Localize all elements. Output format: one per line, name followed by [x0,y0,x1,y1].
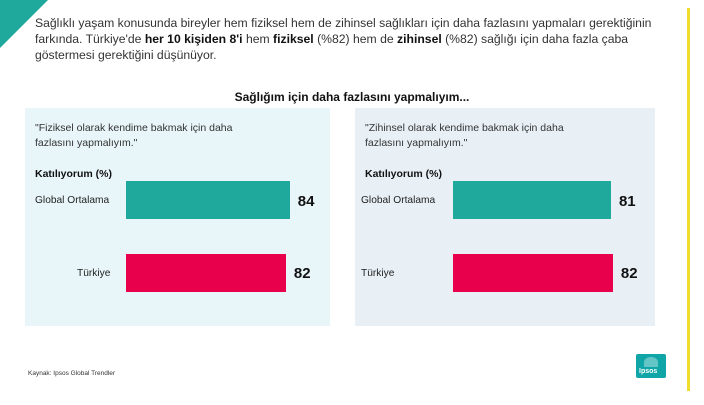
intro-text-4: (%82) sağlığı için daha fazla çaba göste… [35,32,629,62]
category-label-turkey: Türkiye [77,268,111,279]
panel-question: "Fiziksel olarak kendime bakmak için dah… [35,122,233,149]
panel-question: "Zihinsel olarak kendime bakmak için dah… [365,122,564,149]
category-label-global: Global Ortalama [35,195,110,206]
intro-text-1: Sağlıklı yaşam konusunda bireyler hem fi… [35,16,652,46]
panel-axis-label: Katılıyorum (%) [35,168,113,180]
value-label-global: 84 [297,193,315,210]
source-note: Kaynak: Ipsos Global Trendler [28,370,116,377]
ipsos-logo: Ipsos [636,354,666,378]
intro-bold-1: her 10 kişiden 8'i [144,32,243,46]
value-label-turkey: 82 [620,265,638,282]
value-label-turkey: 82 [293,265,311,282]
right-accent-bar [687,8,690,391]
intro-paragraph: Sağlıklı yaşam konusunda bireyler hem fi… [35,15,675,63]
bar-turkey [126,254,286,292]
intro-text-2: hem [242,32,274,46]
physical-panel: "Fiziksel olarak kendime bakmak için dah… [25,108,330,326]
logo-arc-icon [644,357,658,367]
intro-bold-2: fiziksel [273,32,314,46]
bar-global [126,181,290,219]
category-label-global: Global Ortalama [361,195,436,206]
mental-panel: "Zihinsel olarak kendime bakmak için dah… [355,108,655,326]
corner-accent-triangle [0,0,48,48]
category-label-turkey: Türkiye [361,268,395,279]
bar-global [453,181,611,219]
bar-turkey [453,254,613,292]
intro-text-3: (%82) hem de [313,32,398,46]
chart-title: Sağlığım için daha fazlasını yapmalıyım.… [234,90,470,104]
intro-bold-3: zihinsel [397,32,442,46]
panel-axis-label: Katılıyorum (%) [365,168,443,180]
logo-text: Ipsos [639,368,658,375]
value-label-global: 81 [618,193,636,210]
